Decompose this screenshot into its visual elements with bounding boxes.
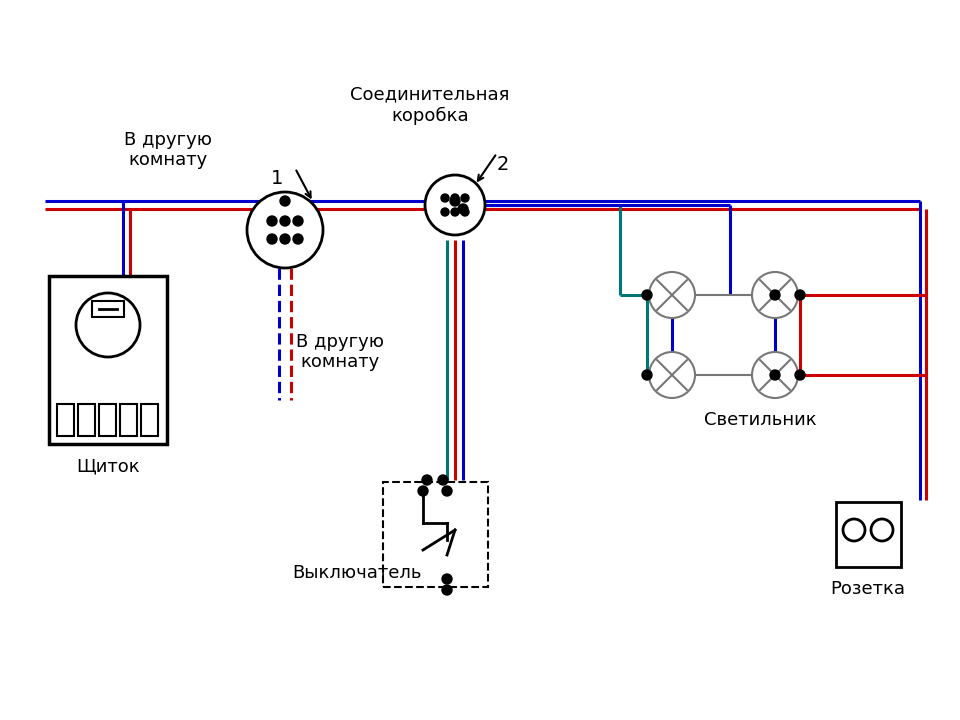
Bar (120, 404, 137, 436)
Circle shape (649, 272, 695, 318)
Circle shape (871, 519, 893, 541)
Circle shape (458, 204, 468, 214)
Circle shape (770, 290, 780, 300)
Circle shape (293, 234, 303, 244)
Circle shape (442, 574, 452, 584)
Text: Розетка: Розетка (830, 580, 905, 598)
Text: Щиток: Щиток (76, 457, 140, 475)
Circle shape (425, 175, 485, 235)
Circle shape (451, 194, 459, 202)
Bar (49, 276, 167, 444)
Bar (92, 301, 124, 317)
Text: В другую
комнату: В другую комнату (296, 333, 384, 372)
Circle shape (752, 272, 798, 318)
Circle shape (267, 216, 277, 226)
Circle shape (795, 290, 805, 300)
Circle shape (422, 475, 432, 485)
Text: 1: 1 (271, 168, 283, 187)
Text: Светильник: Светильник (704, 411, 816, 429)
Circle shape (293, 216, 303, 226)
Circle shape (642, 370, 652, 380)
Bar (141, 404, 158, 436)
Circle shape (451, 208, 459, 216)
Circle shape (438, 475, 448, 485)
Circle shape (441, 194, 449, 202)
Circle shape (247, 192, 323, 268)
Text: 2: 2 (497, 156, 509, 174)
Circle shape (461, 208, 469, 216)
Circle shape (442, 486, 452, 496)
Circle shape (267, 234, 277, 244)
Circle shape (280, 216, 290, 226)
Bar (78, 404, 95, 436)
Circle shape (642, 290, 652, 300)
Text: Выключатель: Выключатель (292, 564, 421, 582)
Bar (99, 404, 116, 436)
Circle shape (843, 519, 865, 541)
Circle shape (76, 293, 140, 357)
Circle shape (649, 352, 695, 398)
Bar (57, 404, 74, 436)
Circle shape (795, 370, 805, 380)
Circle shape (280, 234, 290, 244)
Bar (836, 502, 901, 567)
Circle shape (461, 194, 469, 202)
Text: Соединительная
коробка: Соединительная коробка (350, 86, 510, 125)
Circle shape (770, 370, 780, 380)
Circle shape (752, 352, 798, 398)
Text: В другую
комнату: В другую комнату (124, 130, 212, 169)
Circle shape (280, 196, 290, 206)
Circle shape (450, 196, 460, 206)
Circle shape (441, 208, 449, 216)
Bar (383, 482, 488, 587)
Circle shape (418, 486, 428, 496)
Circle shape (442, 585, 452, 595)
